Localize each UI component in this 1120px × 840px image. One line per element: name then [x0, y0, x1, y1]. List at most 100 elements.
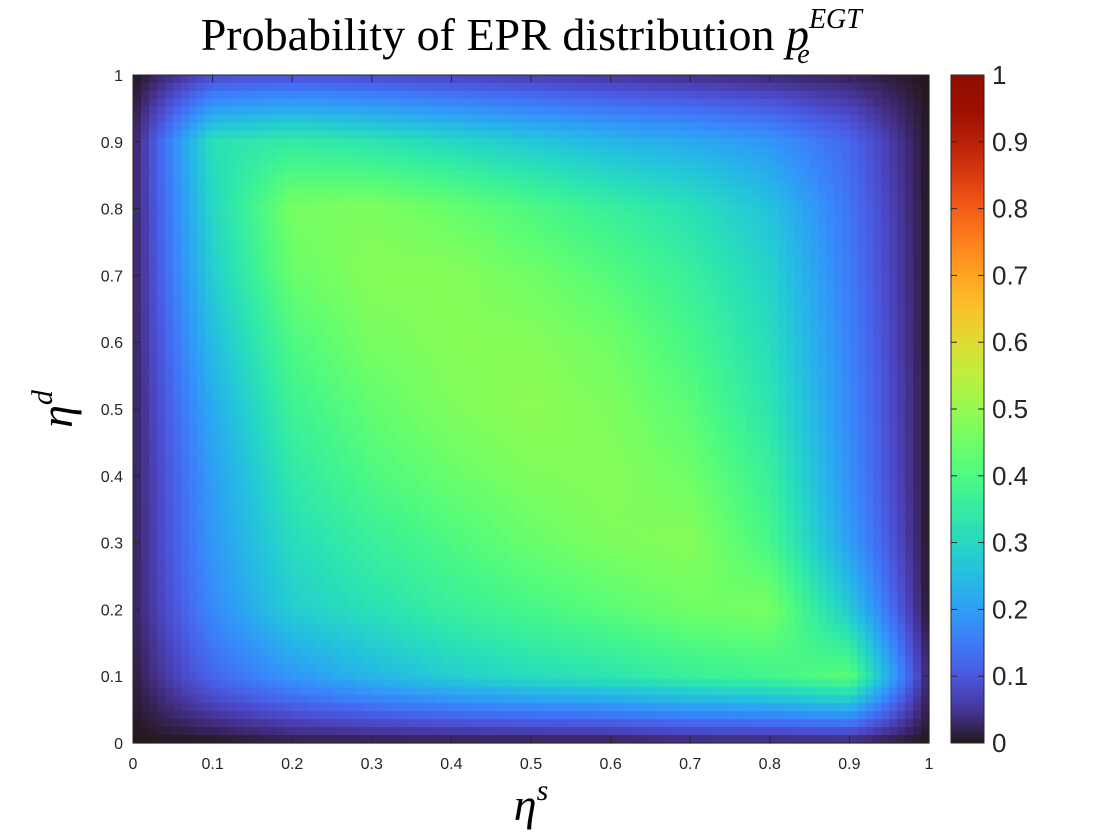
- heatmap-cell: [387, 130, 397, 140]
- heatmap-cell: [451, 130, 460, 140]
- heatmap-cell: [801, 329, 811, 339]
- heatmap-cell: [714, 154, 723, 164]
- heatmap-cell: [499, 194, 508, 203]
- heatmap-cell: [889, 297, 898, 307]
- heatmap-cell: [228, 337, 238, 346]
- heatmap-cell: [228, 369, 238, 378]
- heatmap-cell: [316, 305, 325, 315]
- heatmap-cell: [594, 249, 604, 259]
- heatmap-cell: [156, 210, 166, 219]
- heatmap-cell: [809, 242, 819, 251]
- heatmap-cell: [666, 98, 675, 108]
- heatmap-cell: [698, 154, 707, 164]
- heatmap-cell: [395, 186, 405, 195]
- heatmap-cell: [220, 321, 230, 331]
- heatmap-cell: [491, 416, 500, 426]
- heatmap-cell: [865, 377, 874, 386]
- heatmap-cell: [172, 440, 182, 450]
- heatmap-cell: [515, 146, 524, 156]
- heatmap-cell: [570, 377, 580, 386]
- heatmap-cell: [300, 329, 309, 339]
- heatmap-cell: [443, 289, 452, 299]
- heatmap-cell: [467, 281, 476, 291]
- heatmap-cell: [714, 82, 723, 92]
- heatmap-cell: [164, 432, 174, 442]
- heatmap-cell: [475, 385, 484, 394]
- heatmap-cell: [300, 416, 309, 426]
- heatmap-cell: [180, 377, 190, 386]
- heatmap-cell: [801, 416, 811, 426]
- heatmap-cell: [873, 416, 882, 426]
- heatmap-cell: [769, 305, 779, 315]
- heatmap-cell: [204, 98, 214, 108]
- heatmap-cell: [761, 234, 771, 243]
- heatmap-cell: [491, 281, 500, 291]
- heatmap-cell: [913, 122, 922, 132]
- heatmap-cell: [905, 138, 914, 148]
- heatmap-cell: [363, 249, 373, 259]
- heatmap-cell: [284, 242, 293, 251]
- heatmap-cell: [698, 377, 707, 386]
- heatmap-cell: [682, 242, 691, 251]
- heatmap-cell: [586, 369, 596, 378]
- heatmap-cell: [308, 305, 317, 315]
- heatmap-cell: [140, 249, 150, 259]
- heatmap-cell: [737, 146, 747, 156]
- heatmap-cell: [634, 393, 644, 402]
- heatmap-cell: [714, 289, 723, 299]
- heatmap-cell: [753, 234, 763, 243]
- heatmap-cell: [300, 281, 309, 291]
- heatmap-cell: [308, 313, 317, 323]
- heatmap-cell: [546, 154, 556, 164]
- heatmap-cell: [140, 218, 150, 227]
- heatmap-cell: [905, 202, 914, 211]
- heatmap-cell: [332, 273, 341, 283]
- heatmap-cell: [921, 138, 930, 148]
- heatmap-cell: [602, 106, 612, 116]
- heatmap-cell: [881, 146, 890, 156]
- heatmap-cell: [809, 194, 819, 203]
- heatmap-cell: [212, 289, 222, 299]
- heatmap-cell: [785, 154, 795, 164]
- heatmap-cell: [730, 393, 739, 402]
- heatmap-cell: [363, 313, 373, 323]
- heatmap-cell: [777, 353, 787, 362]
- heatmap-cell: [499, 106, 508, 116]
- heatmap-cell: [610, 369, 620, 378]
- heatmap-cell: [570, 257, 580, 267]
- heatmap-cell: [451, 170, 460, 179]
- heatmap-cell: [292, 281, 301, 291]
- heatmap-cell: [204, 122, 214, 132]
- heatmap-cell: [156, 273, 166, 283]
- heatmap-cell: [825, 146, 835, 156]
- heatmap-cell: [300, 440, 309, 450]
- heatmap-cell: [777, 440, 787, 450]
- heatmap-cell: [427, 249, 437, 259]
- heatmap-cell: [531, 305, 540, 315]
- heatmap-cell: [316, 194, 325, 203]
- heatmap-cell: [308, 464, 317, 474]
- heatmap-cell: [507, 424, 516, 434]
- heatmap-cell: [793, 329, 803, 339]
- heatmap-cell: [785, 424, 795, 434]
- heatmap-cell: [531, 146, 540, 156]
- heatmap-cell: [578, 385, 588, 394]
- heatmap-cell: [308, 257, 317, 267]
- heatmap-cell: [769, 313, 779, 323]
- heatmap-cell: [204, 75, 214, 84]
- heatmap-cell: [825, 162, 835, 172]
- heatmap-cell: [666, 265, 675, 275]
- heatmap-cell: [905, 106, 914, 116]
- heatmap-cell: [897, 234, 906, 243]
- heatmap-cell: [276, 210, 285, 219]
- heatmap-cell: [355, 393, 365, 402]
- heatmap-cell: [435, 273, 445, 283]
- heatmap-cell: [769, 234, 779, 243]
- heatmap-cell: [801, 249, 811, 259]
- heatmap-cell: [387, 305, 397, 315]
- heatmap-cell: [204, 265, 214, 275]
- heatmap-cell: [769, 456, 779, 466]
- heatmap-cell: [650, 464, 659, 474]
- heatmap-cell: [897, 162, 906, 172]
- heatmap-cell: [427, 281, 437, 291]
